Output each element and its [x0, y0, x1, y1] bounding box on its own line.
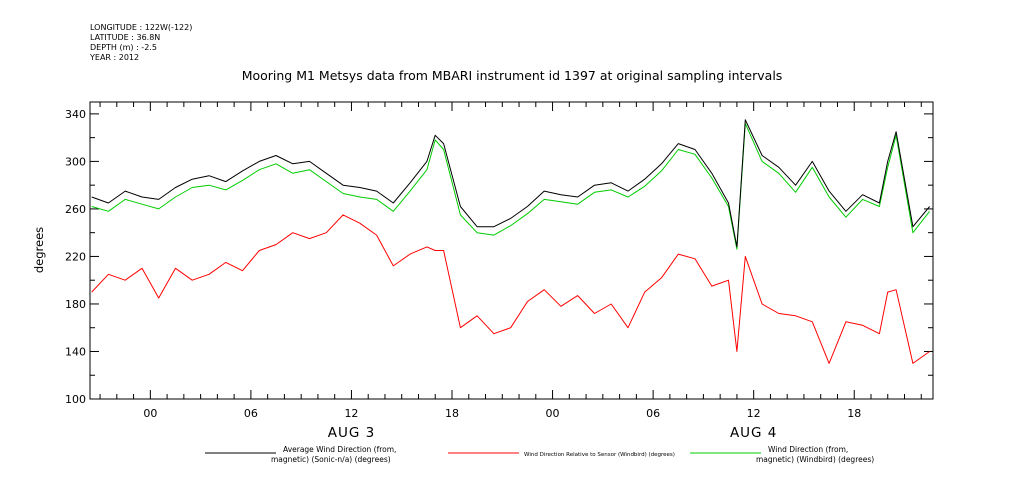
legend-label: Average Wind Direction (from,: [283, 445, 396, 454]
axis-labels: 100 140 180 220 260 300 340 00 06 12 18 00 06 12 18 AUG…: [65, 108, 861, 441]
x-tick-label: 00: [143, 407, 157, 420]
x-tick-label: 18: [445, 407, 459, 420]
x-tick-label: 00: [546, 407, 560, 420]
legend: Average Wind Direction (from,magnetic) (…: [205, 445, 874, 464]
date-label: AUG 3: [328, 425, 375, 441]
y-tick-label: 300: [65, 155, 86, 168]
plot-frame: [89, 101, 934, 400]
meta-latitude: LATITUDE : 36.8N: [90, 33, 160, 42]
header-meta: LONGITUDE : 122W(-122) LATITUDE : 36.8N …: [89, 23, 192, 62]
y-tick-label: 180: [65, 298, 86, 311]
meta-year: YEAR : 2012: [89, 53, 139, 62]
y-axis-title: degrees: [32, 227, 46, 273]
series-lines: [91, 119, 930, 364]
legend-label: Wind Direction Relative to Sensor (Windb…: [524, 452, 675, 458]
series-line-1: [91, 214, 930, 364]
y-tick-label: 220: [65, 250, 86, 263]
legend-label-line2: magnetic) (Sonic-n/a) (degrees): [271, 455, 391, 464]
legend-label-line2: magnetic) (Windbird) (degrees): [756, 455, 874, 464]
x-tick-label: 06: [244, 407, 258, 420]
y-tick-label: 260: [65, 203, 86, 216]
legend-label: Wind Direction (from,: [768, 445, 848, 454]
series-line-0: [91, 119, 930, 248]
x-tick-label: 12: [747, 407, 761, 420]
x-tick-label: 06: [646, 407, 660, 420]
meta-depth: DEPTH (m) : -2.5: [90, 43, 157, 52]
x-tick-label: 18: [847, 407, 861, 420]
y-tick-label: 100: [65, 393, 86, 406]
y-tick-label: 140: [65, 345, 86, 358]
x-tick-label: 12: [344, 407, 358, 420]
axis-ticks: [90, 102, 933, 400]
meta-longitude: LONGITUDE : 122W(-122): [90, 23, 192, 32]
chart-title: Mooring M1 Metsys data from MBARI instru…: [242, 68, 783, 83]
series-line-2: [91, 122, 930, 250]
y-tick-label: 340: [65, 108, 86, 121]
date-label: AUG 4: [730, 425, 777, 441]
